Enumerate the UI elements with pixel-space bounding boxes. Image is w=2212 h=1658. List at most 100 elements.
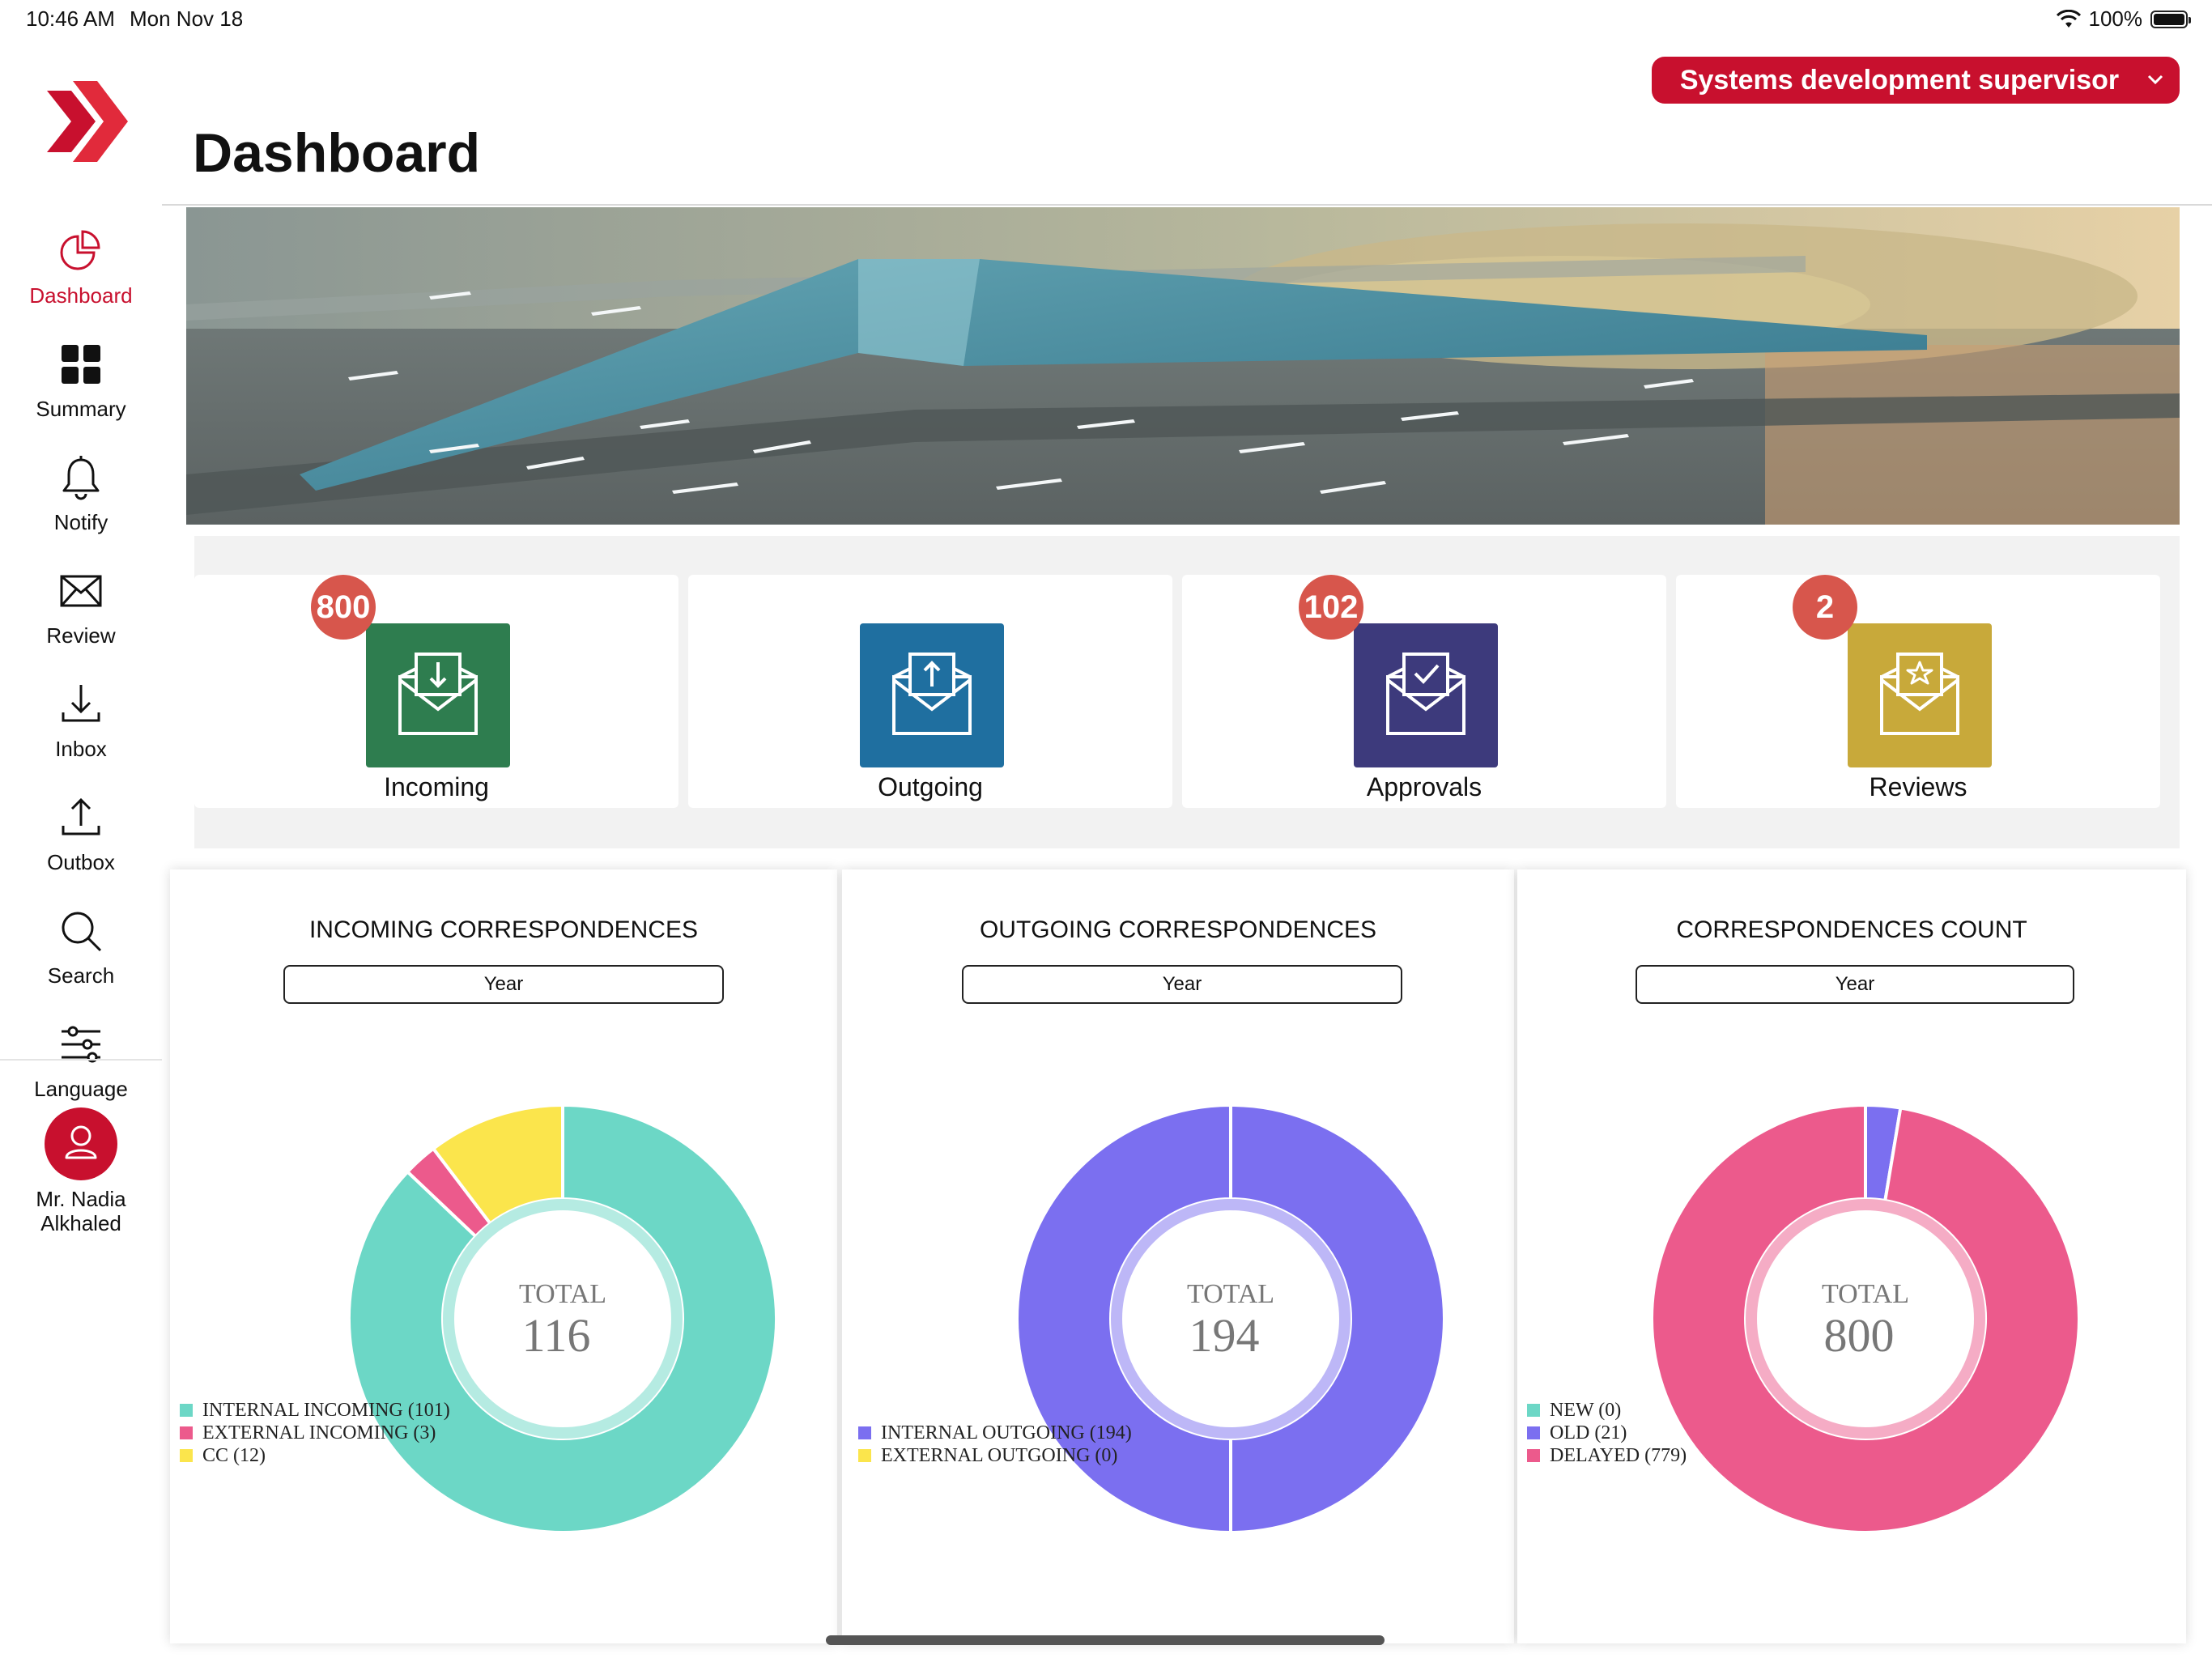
tile-icon-box	[1354, 623, 1498, 767]
sidebar-divider	[0, 1059, 162, 1061]
donut-center-value: 800	[1824, 1309, 1895, 1362]
donut-center-value: 194	[1189, 1309, 1260, 1362]
legend-item[interactable]: OLD (21)	[1527, 1422, 1687, 1444]
legend-label: INTERNAL INCOMING (101)	[202, 1399, 450, 1421]
donut-inner-ring	[443, 1199, 683, 1439]
sidebar-item-label: Dashboard	[29, 283, 133, 308]
mail-star-icon	[1880, 653, 1959, 735]
tile-approvals[interactable]: 102 Approvals	[1182, 575, 1666, 808]
role-select-label: Systems development supervisor	[1679, 64, 2120, 96]
donut-center-value: 116	[522, 1309, 591, 1362]
legend-label: CC (12)	[202, 1444, 266, 1466]
sidebar-item-review[interactable]: Review	[0, 567, 162, 648]
tiles-area: 800 Incoming Outgoing 102	[194, 536, 2180, 848]
chart-card-incoming: INCOMING CORRESPONDENCES Year TOTAL 116 I…	[170, 869, 837, 1643]
sidebar-item-inbox[interactable]: Inbox	[0, 680, 162, 762]
status-bar: 10:46 AM Mon Nov 18 100%	[0, 0, 2212, 39]
tile-badge: 2	[1793, 575, 1857, 640]
chart-title: CORRESPONDENCES COUNT	[1676, 916, 2027, 943]
user-name-line1: Mr. Nadia	[36, 1187, 126, 1211]
sidebar-item-notify[interactable]: Notify	[0, 453, 162, 535]
user-icon	[65, 1125, 97, 1159]
legend-item[interactable]: NEW (0)	[1527, 1399, 1687, 1422]
sidebar-item-outbox[interactable]: Outbox	[0, 793, 162, 875]
bell-icon	[62, 456, 100, 500]
legend-swatch	[180, 1426, 193, 1439]
header-divider	[162, 204, 2212, 206]
tile-icon-box	[1848, 623, 1992, 767]
legend-item[interactable]: EXTERNAL OUTGOING (0)	[858, 1444, 1132, 1467]
legend-label: NEW (0)	[1550, 1399, 1622, 1421]
chart-legend: INTERNAL OUTGOING (194) EXTERNAL OUTGOING…	[858, 1422, 1132, 1467]
grid-icon	[62, 345, 100, 384]
sidebar-item-label: Summary	[36, 397, 126, 421]
sidebar-item-language[interactable]: Language	[0, 1020, 162, 1102]
sliders-icon	[62, 1026, 100, 1063]
donut-slice[interactable]	[1650, 1103, 2081, 1534]
status-indicators: 100%	[2056, 6, 2191, 32]
tile-badge: 102	[1299, 575, 1363, 640]
legend-swatch	[1527, 1426, 1540, 1439]
status-date: Mon Nov 18	[130, 6, 244, 31]
tile-label: Approvals	[1366, 772, 1482, 801]
user-name: Mr. Nadia Alkhaled	[0, 1187, 162, 1235]
legend-item[interactable]: EXTERNAL INCOMING (3)	[180, 1422, 450, 1444]
chart-card-outgoing: OUTGOING CORRESPONDENCES Year TOTAL 194 I…	[842, 869, 1514, 1643]
period-select[interactable]: Year	[283, 965, 724, 1004]
tile-label: Reviews	[1869, 772, 1967, 801]
sidebar-item-label: Notify	[53, 510, 108, 534]
wifi-icon	[2056, 9, 2081, 28]
tile-outgoing[interactable]: Outgoing	[688, 575, 1172, 808]
user-name-line2: Alkhaled	[40, 1211, 121, 1235]
tile-reviews[interactable]: 2 Reviews	[1676, 575, 2160, 808]
sidebar: Dashboard Summary Notify Review	[0, 39, 162, 1658]
donut-slice[interactable]	[1015, 1103, 1446, 1535]
mail-icon	[60, 575, 102, 607]
app-logo	[47, 81, 128, 162]
legend-label: EXTERNAL OUTGOING (0)	[881, 1444, 1118, 1466]
chevron-down-icon	[2147, 74, 2163, 85]
role-select[interactable]: Systems development supervisor	[1652, 57, 2180, 104]
status-time: 10:46 AM	[26, 6, 115, 31]
donut-center-label: TOTAL	[519, 1279, 606, 1309]
tile-badge: 800	[311, 575, 376, 640]
pie-chart-icon	[60, 230, 100, 270]
legend-swatch	[1527, 1449, 1540, 1462]
legend-item[interactable]: INTERNAL INCOMING (101)	[180, 1399, 450, 1422]
sidebar-item-search[interactable]: Search	[0, 907, 162, 988]
sidebar-item-label: Outbox	[47, 850, 115, 874]
legend-label: OLD (21)	[1550, 1422, 1627, 1443]
legend-item[interactable]: CC (12)	[180, 1444, 450, 1467]
sidebar-item-label: Review	[46, 623, 116, 648]
legend-label: EXTERNAL INCOMING (3)	[202, 1422, 436, 1443]
legend-item[interactable]: INTERNAL OUTGOING (194)	[858, 1422, 1132, 1444]
tile-label: Outgoing	[878, 772, 983, 801]
airport-illustration	[186, 207, 2180, 525]
legend-swatch	[180, 1449, 193, 1462]
legend-label: DELAYED (779)	[1550, 1444, 1687, 1466]
legend-swatch	[1527, 1404, 1540, 1417]
sidebar-item-label: Search	[47, 963, 115, 988]
legend-swatch	[858, 1426, 871, 1439]
donut-inner-ring	[1746, 1199, 1985, 1439]
tile-incoming[interactable]: 800 Incoming	[194, 575, 678, 808]
chart-title: OUTGOING CORRESPONDENCES	[979, 916, 1377, 943]
period-select[interactable]: Year	[962, 965, 1402, 1004]
sidebar-item-summary[interactable]: Summary	[0, 340, 162, 422]
legend-item[interactable]: DELAYED (779)	[1527, 1444, 1687, 1467]
home-indicator	[826, 1635, 1385, 1645]
sidebar-item-dashboard[interactable]: Dashboard	[0, 227, 162, 308]
avatar[interactable]	[45, 1107, 117, 1180]
download-icon	[62, 685, 100, 722]
legend-label: INTERNAL OUTGOING (194)	[881, 1422, 1132, 1443]
mail-download-icon	[398, 653, 478, 735]
upload-icon	[62, 797, 100, 835]
page-title: Dashboard	[193, 122, 481, 184]
sidebar-item-label: Inbox	[55, 737, 107, 761]
mail-upload-icon	[892, 653, 972, 735]
period-select[interactable]: Year	[1636, 965, 2074, 1004]
chart-title: INCOMING CORRESPONDENCES	[308, 916, 699, 943]
